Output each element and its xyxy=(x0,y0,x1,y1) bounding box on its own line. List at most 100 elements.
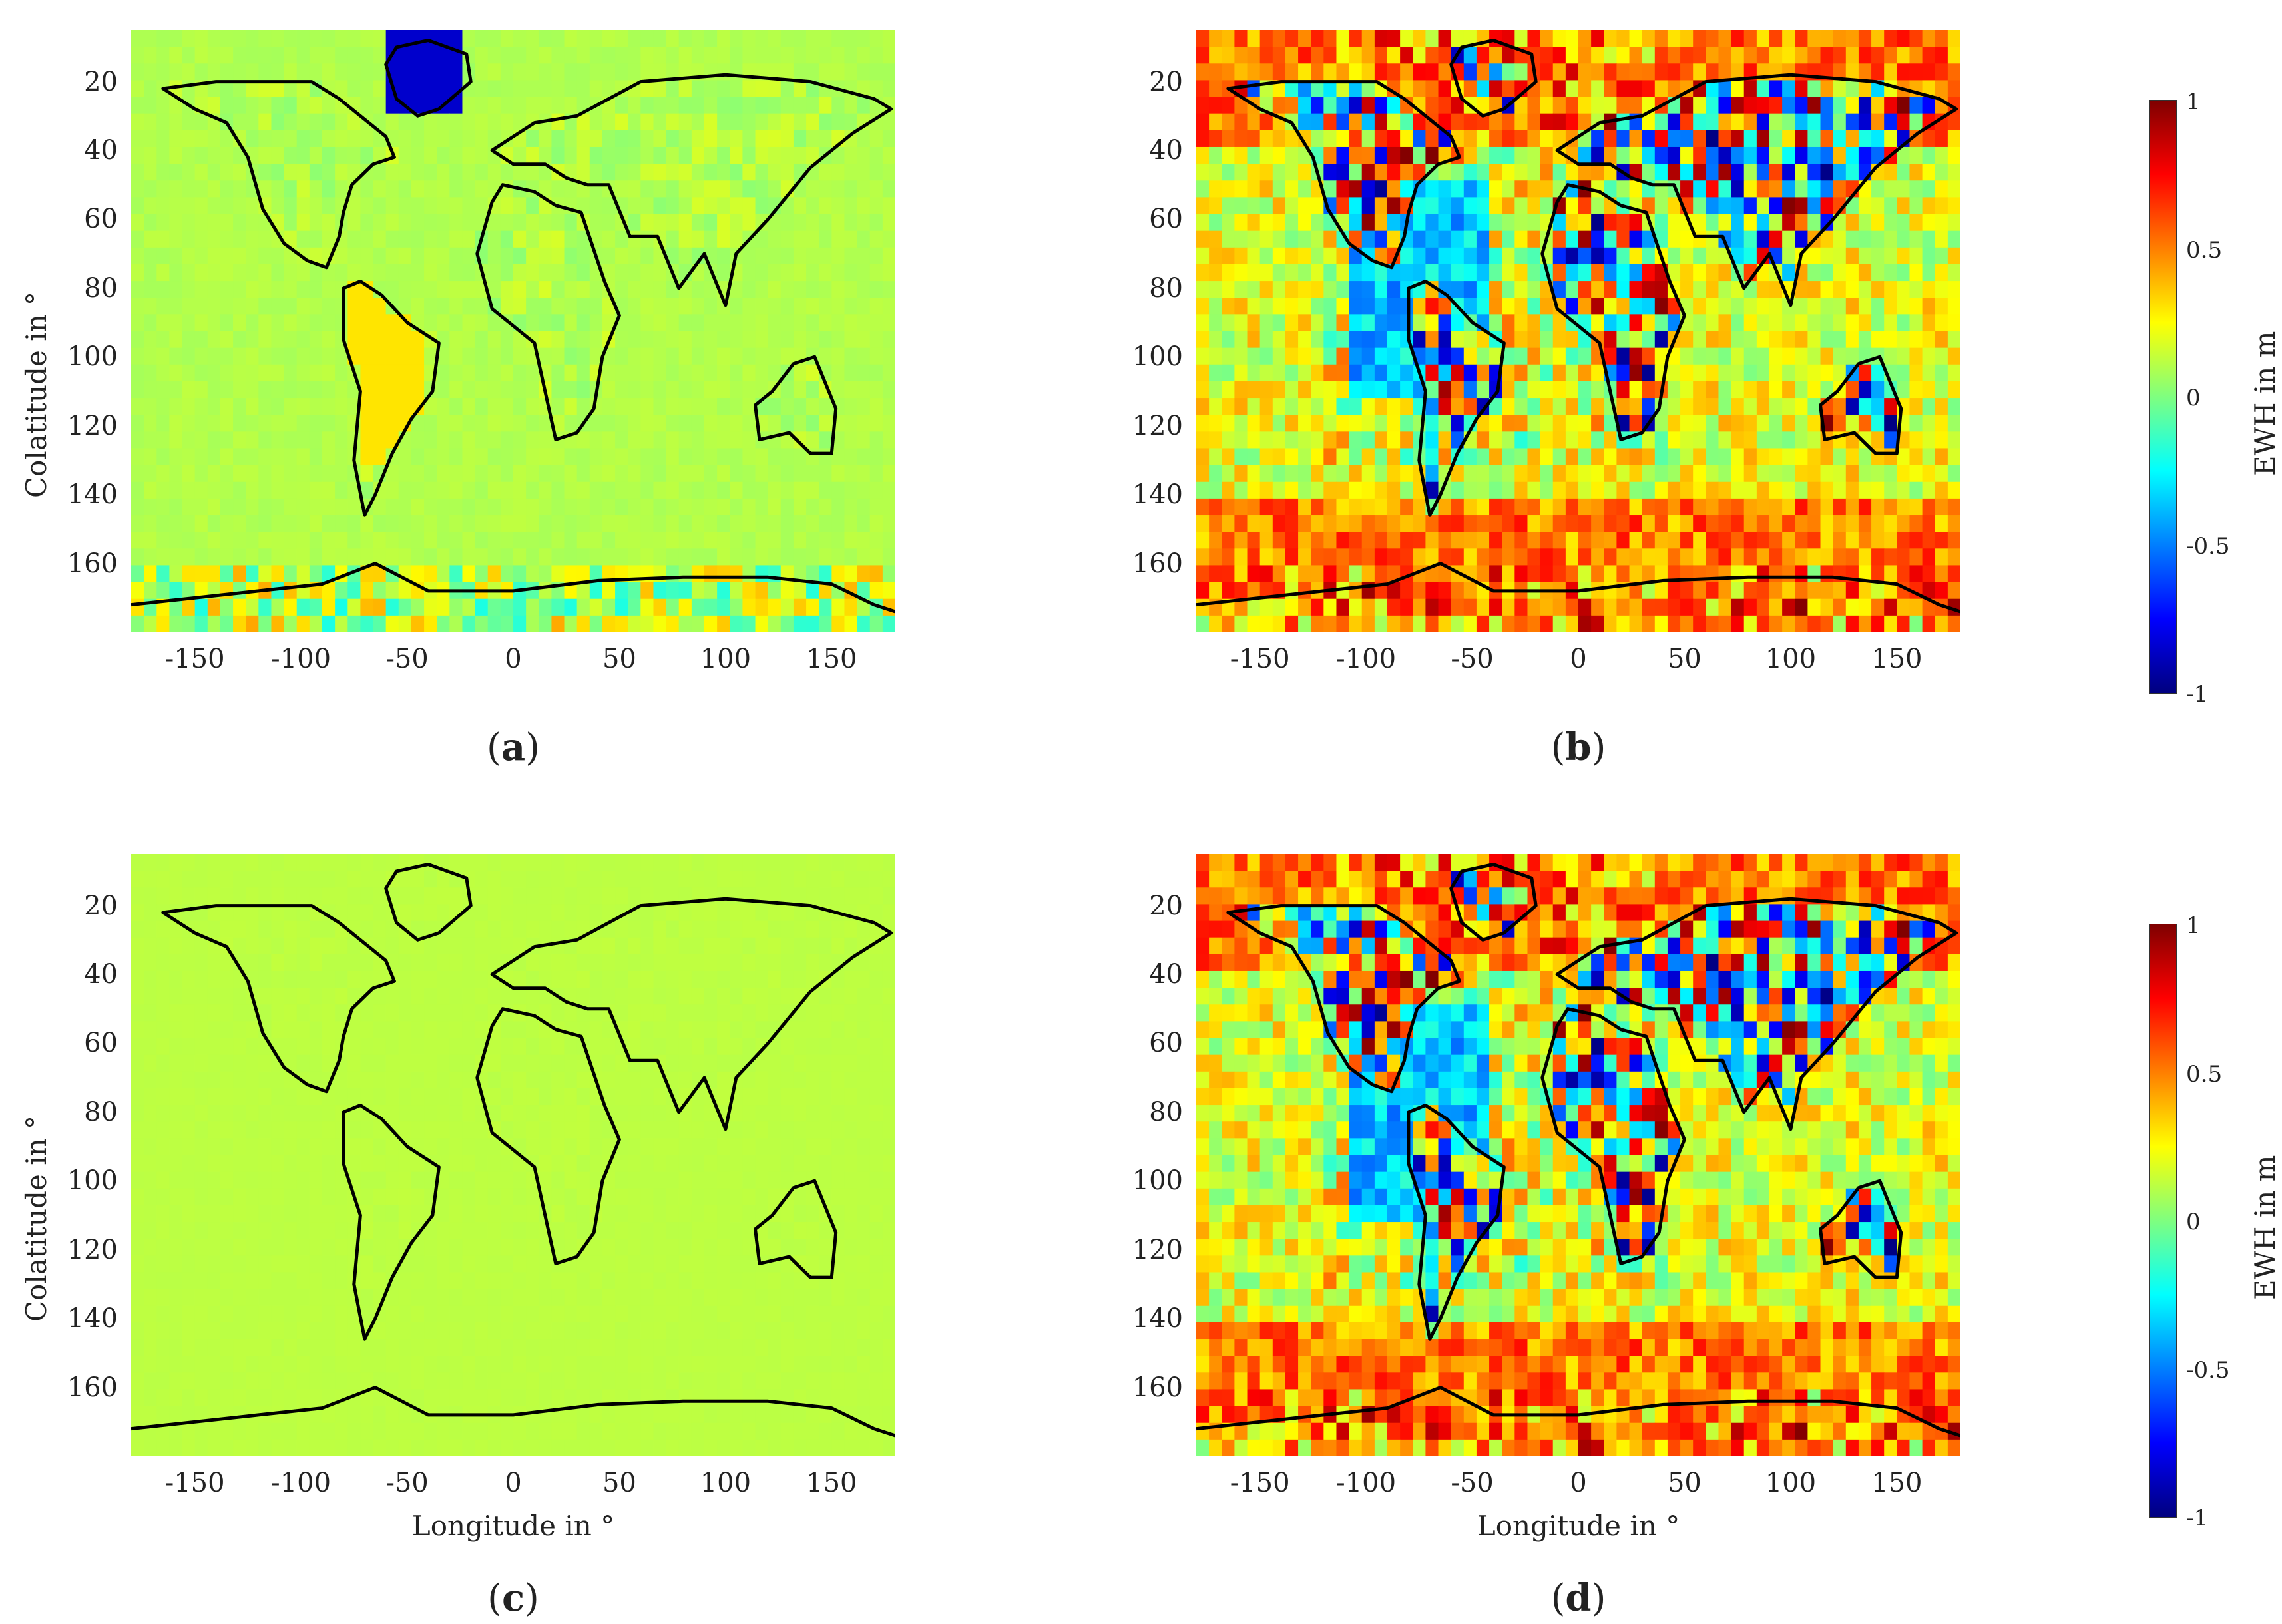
heat-cell xyxy=(296,214,310,232)
heat-cell xyxy=(1298,298,1311,315)
heat-cell xyxy=(233,481,246,499)
heat-cell xyxy=(1897,615,1911,632)
heat-cell xyxy=(869,398,883,415)
heat-cell xyxy=(704,97,718,114)
heat-cell xyxy=(1361,398,1375,415)
heat-cell xyxy=(882,431,895,449)
heat-cell xyxy=(322,615,336,632)
heat-cell xyxy=(526,364,539,382)
heat-cell xyxy=(360,197,374,215)
heat-cell xyxy=(194,415,208,432)
x-tick-label: 0 xyxy=(505,644,522,674)
heat-cell xyxy=(844,954,858,972)
panel-caption: (a) xyxy=(486,725,540,769)
heat-cell xyxy=(144,230,157,248)
heat-cell xyxy=(1374,264,1388,282)
heat-cell xyxy=(806,247,819,265)
heat-cell xyxy=(1680,247,1694,265)
heat-cell xyxy=(1642,615,1656,632)
heat-cell xyxy=(169,247,183,265)
heat-cell xyxy=(207,347,221,365)
heat-cell xyxy=(1349,164,1363,181)
heat-cell xyxy=(717,214,730,232)
heat-cell xyxy=(335,582,348,600)
heat-cell xyxy=(1833,448,1847,466)
heat-cell xyxy=(487,364,501,382)
heat-cell xyxy=(1629,398,1643,415)
heat-cell xyxy=(1222,298,1235,315)
heat-cell xyxy=(284,314,298,332)
heat-cell xyxy=(131,954,144,972)
heat-cell xyxy=(1858,146,1872,164)
heat-cell xyxy=(1209,197,1222,215)
heat-cell xyxy=(309,298,323,315)
heat-cell xyxy=(169,197,183,215)
heat-cell xyxy=(462,314,476,332)
heat-cell xyxy=(131,598,144,616)
heat-cell xyxy=(666,97,680,114)
heat-cell xyxy=(1629,264,1643,282)
heat-cell xyxy=(487,247,501,265)
heat-cell xyxy=(220,448,234,466)
heat-cell xyxy=(398,47,412,64)
heat-cell xyxy=(398,130,412,148)
heat-cell xyxy=(1667,146,1681,164)
heat-cell xyxy=(207,247,221,265)
heat-cell xyxy=(360,264,374,282)
heat-cell xyxy=(1413,598,1426,616)
heat-cell xyxy=(131,281,144,298)
heat-cell xyxy=(1565,164,1579,181)
heat-cell xyxy=(144,146,157,164)
heat-cell xyxy=(437,871,450,888)
heat-cell xyxy=(1769,381,1783,399)
heat-cell xyxy=(1311,347,1324,365)
heat-cell xyxy=(500,47,514,64)
heat-cell xyxy=(640,113,654,131)
heat-cell xyxy=(615,364,628,382)
heat-cell xyxy=(602,970,616,988)
heat-cell xyxy=(1947,214,1960,232)
heat-cell xyxy=(1884,314,1897,332)
heat-cell xyxy=(335,515,348,532)
heat-cell xyxy=(360,364,374,382)
heat-cell xyxy=(819,130,832,148)
heat-cell xyxy=(1552,331,1566,349)
heat-cell xyxy=(1298,498,1311,516)
heat-cell xyxy=(780,904,794,922)
heat-cell xyxy=(233,264,246,282)
heat-cell xyxy=(1743,197,1757,215)
heat-cell xyxy=(1489,180,1502,198)
heat-cell xyxy=(1718,197,1732,215)
heat-cell xyxy=(653,954,667,972)
heat-cell xyxy=(882,970,895,988)
heat-cell xyxy=(717,180,730,198)
heat-cell xyxy=(628,854,641,871)
heat-cell xyxy=(755,164,769,181)
heat-cell xyxy=(475,954,489,972)
heat-cell xyxy=(169,364,183,382)
heat-cell xyxy=(1222,448,1235,466)
heat-cell xyxy=(156,214,170,232)
heat-cell xyxy=(385,920,399,938)
heat-cell xyxy=(347,854,361,871)
heat-cell xyxy=(373,532,387,549)
heat-cell xyxy=(1196,63,1210,81)
heat-cell xyxy=(475,498,489,516)
heat-cell xyxy=(335,264,348,282)
heat-cell xyxy=(385,247,399,265)
heat-cell xyxy=(296,113,310,131)
heat-cell xyxy=(449,515,463,532)
heat-cell xyxy=(564,63,578,81)
heat-cell xyxy=(539,887,552,905)
heat-cell xyxy=(1884,431,1897,449)
heat-cell xyxy=(576,130,590,148)
heat-cell xyxy=(717,937,730,955)
heat-cell xyxy=(1476,364,1490,382)
heat-cell xyxy=(730,298,743,315)
heat-cell xyxy=(1871,598,1885,616)
heat-cell xyxy=(780,164,794,181)
heat-cell xyxy=(806,97,819,114)
heat-cell xyxy=(449,431,463,449)
heat-cell xyxy=(246,548,259,566)
heat-cell xyxy=(258,47,272,64)
